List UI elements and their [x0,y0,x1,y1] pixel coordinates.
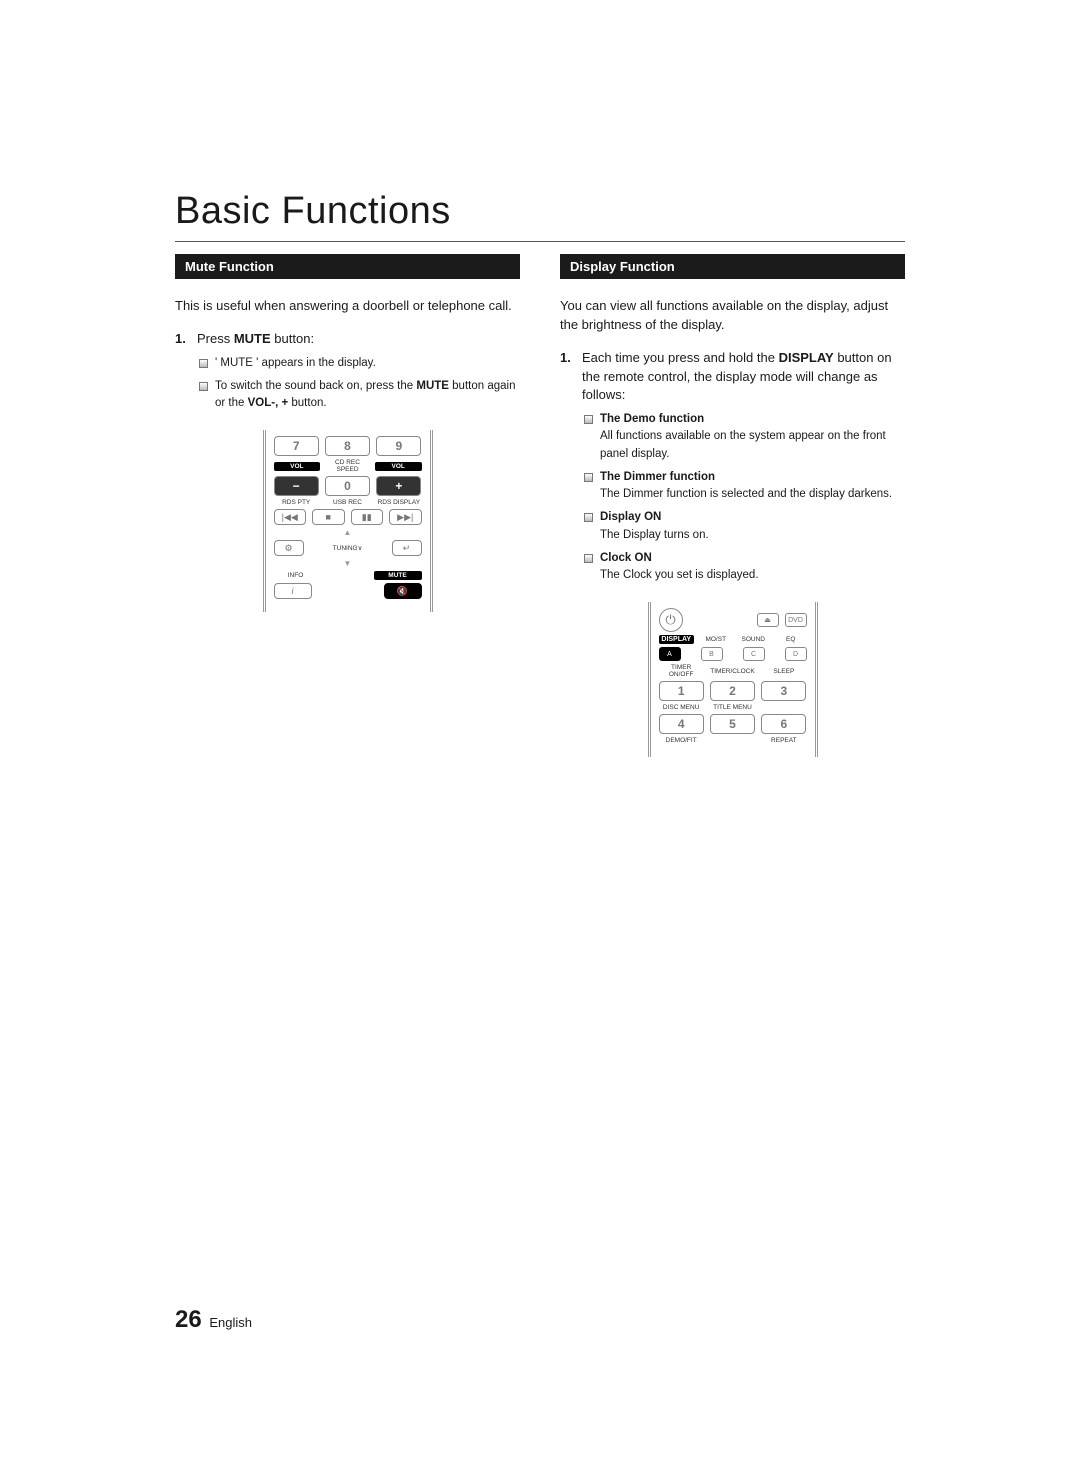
remote-btn-prev: |◀◀ [274,509,307,525]
mute-intro: This is useful when answering a doorbell… [175,297,520,316]
remote-btn-mute: 🔇 [384,583,422,599]
remote-btn-4: 4 [659,714,704,734]
remote-btn-c: C [743,647,765,661]
display-step-1: Each time you press and hold the DISPLAY… [560,349,905,585]
remote-btn-dvd: DVD [785,613,807,627]
display-mode-clock: Clock ON The Clock you set is displayed. [582,550,905,585]
remote-btn-1: 1 [659,681,704,701]
remote-btn-info: i [274,583,312,599]
remote-btn-d: D [785,647,807,661]
remote-label-display: DISPLAY [659,635,695,644]
mute-step-1: Press MUTE button: ' MUTE ' appears in t… [175,330,520,413]
columns: Mute Function This is useful when answer… [175,254,905,757]
remote-label-cdrec: CD REC SPEED [326,459,369,473]
remote-btn-9: 9 [376,436,421,456]
remote-label-vol: VOL [274,462,321,471]
remote-btn-6: 6 [761,714,806,734]
mute-steps: Press MUTE button: ' MUTE ' appears in t… [175,330,520,413]
mute-sub-1: ' MUTE ' appears in the display. [197,355,520,372]
display-mode-dimmer: The Dimmer function The Dimmer function … [582,469,905,504]
display-modes: The Demo function All functions availabl… [582,411,905,584]
remote-btn-next: ▶▶| [389,509,422,525]
remote-label-mute: MUTE [374,571,422,580]
left-column: Mute Function This is useful when answer… [175,254,520,757]
mute-substeps: ' MUTE ' appears in the display. To swit… [197,355,520,413]
manual-page: Basic Functions Mute Function This is us… [175,190,905,757]
display-mode-demo: The Demo function All functions availabl… [582,411,905,463]
remote-btn-volminus: − [274,476,319,496]
display-steps: Each time you press and hold the DISPLAY… [560,349,905,585]
remote-btn-8: 8 [325,436,370,456]
remote-btn-pause: ▮▮ [351,509,384,525]
mute-sub-2: To switch the sound back on, press the M… [197,378,520,413]
remote-btn-5: 5 [710,714,755,734]
remote-label-vol: VOL [375,462,422,471]
mute-heading: Mute Function [175,254,520,279]
remote-illustration-display: ⏻ ⏏ DVD DISPLAY MO/ST SOUND EQ A B C D [648,602,818,757]
remote-label-tuning: TUNING∨ [310,544,386,552]
remote-btn-eject: ⏏ [757,613,779,627]
remote-btn-0: 0 [325,476,370,496]
display-heading: Display Function [560,254,905,279]
display-mode-on: Display ON The Display turns on. [582,509,905,544]
right-column: Display Function You can view all functi… [560,254,905,757]
page-language: English [209,1315,252,1330]
remote-btn-enter: ↵ [392,540,422,556]
title-rule [175,241,905,242]
remote-btn-tools: ⚙ [274,540,304,556]
remote-btn-7: 7 [274,436,319,456]
remote-btn-b: B [701,647,723,661]
remote-btn-stop: ■ [312,509,345,525]
page-footer: 26 English [175,1306,252,1334]
remote-illustration-mute: 7 8 9 VOL CD REC SPEED VOL − 0 + RDS PTY… [263,430,433,612]
page-number: 26 [175,1306,202,1333]
remote-btn-up: ▲ [274,528,422,537]
remote-btn-power: ⏻ [659,608,683,632]
page-title: Basic Functions [175,190,905,233]
remote-btn-3: 3 [761,681,806,701]
remote-btn-down: ▼ [274,559,422,568]
remote-btn-a: A [659,647,681,661]
display-intro: You can view all functions available on … [560,297,905,335]
remote-btn-volplus: + [376,476,421,496]
remote-btn-2: 2 [710,681,755,701]
